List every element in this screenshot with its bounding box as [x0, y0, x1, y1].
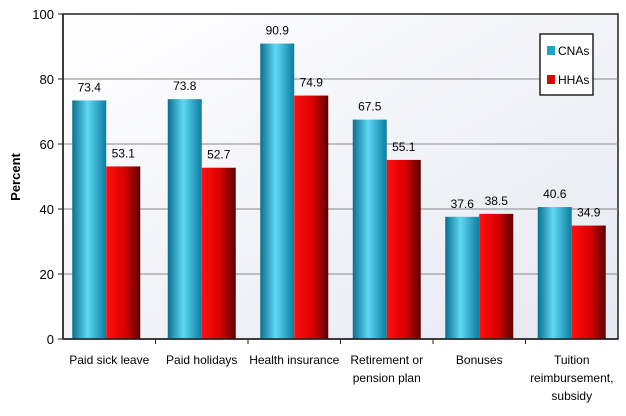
- data-label: 55.1: [392, 140, 416, 154]
- legend-box: [539, 33, 594, 96]
- plot-background: [62, 13, 619, 340]
- bar-cnas: [352, 119, 387, 339]
- bar-cnas: [445, 216, 480, 339]
- bar-hhas: [294, 95, 329, 339]
- data-label: 74.9: [300, 76, 324, 90]
- bar-hhas: [571, 225, 606, 339]
- y-tick-label: 60: [40, 137, 54, 152]
- data-label: 40.6: [543, 187, 567, 201]
- x-tick-label: Tuition: [554, 353, 590, 367]
- y-tick-label: 100: [32, 7, 54, 22]
- bar-hhas: [386, 159, 421, 339]
- bar-cnas: [260, 43, 295, 339]
- y-tick-label: 0: [47, 332, 54, 347]
- bar-hhas: [106, 166, 141, 339]
- data-label: 73.8: [173, 79, 197, 93]
- x-tick-label: reimbursement,: [530, 371, 613, 385]
- x-tick-label: Health insurance: [249, 353, 339, 367]
- legend-swatch-hhas: [547, 75, 555, 84]
- data-label: 90.9: [266, 24, 290, 38]
- data-label: 38.5: [485, 194, 509, 208]
- legend-label-cnas: CNAs: [558, 44, 589, 58]
- y-axis-label: Percent: [8, 152, 23, 200]
- data-label: 37.6: [451, 197, 475, 211]
- bar-hhas: [201, 167, 236, 339]
- data-label: 73.4: [78, 80, 102, 94]
- bar-cnas: [167, 99, 202, 340]
- data-label: 34.9: [577, 206, 601, 220]
- x-tick-label: pension plan: [353, 371, 421, 385]
- data-label: 53.1: [112, 146, 136, 160]
- x-tick-label: Bonuses: [456, 353, 503, 367]
- data-label: 52.7: [207, 148, 231, 162]
- x-tick-label: Paid holidays: [166, 353, 237, 367]
- bar-cnas: [72, 100, 107, 339]
- legend: CNAs HHAs: [539, 33, 594, 96]
- bar-hhas: [479, 213, 514, 339]
- x-tick-label: Retirement or: [350, 353, 423, 367]
- legend-swatch-cnas: [547, 46, 555, 55]
- y-tick-label: 80: [40, 72, 54, 87]
- x-tick-label: subsidy: [551, 389, 592, 403]
- data-label: 67.5: [358, 100, 382, 114]
- bar-cnas: [537, 207, 572, 339]
- x-tick-label: Paid sick leave: [69, 353, 149, 367]
- y-tick-label: 40: [40, 202, 54, 217]
- legend-label-hhas: HHAs: [558, 73, 589, 87]
- y-tick-label: 20: [40, 267, 54, 282]
